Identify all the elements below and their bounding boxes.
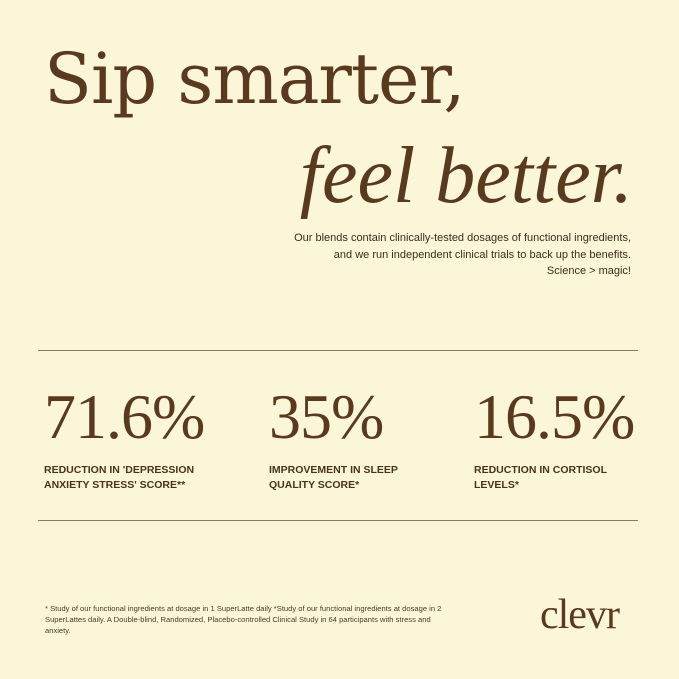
- intro-line: Science > magic!: [546, 265, 631, 277]
- stat-value: 71.6%: [44, 381, 205, 452]
- stat-sleep: 35% Improvement in sleep quality score*: [269, 385, 429, 493]
- headline-line-1: Sip smarter,: [44, 38, 465, 120]
- intro-line: and we run independent clinical trials t…: [333, 248, 631, 261]
- stat-value: 16.5%: [474, 381, 635, 452]
- stat-label: Improvement in sleep quality score*: [269, 464, 398, 491]
- footnote: * Study of our functional ingredients at…: [45, 604, 442, 635]
- divider-bottom: [38, 520, 638, 521]
- headline-line-2: feel better.: [299, 132, 633, 220]
- stat-label: Reduction in 'Depression Anxiety Stress'…: [44, 464, 195, 491]
- stat-label: Reduction in cortisol levels*: [474, 464, 607, 491]
- brand-logo: clevr: [540, 592, 620, 638]
- stat-dass: 71.6% Reduction in 'Depression Anxiety S…: [44, 385, 234, 493]
- stat-cortisol: 16.5% Reduction in cortisol levels*: [474, 381, 635, 493]
- divider-top: [38, 350, 638, 351]
- intro-line: Our blends contain clinically-tested dos…: [294, 232, 631, 244]
- intro-paragraph: Our blends contain clinically-tested dos…: [211, 230, 631, 280]
- stat-value: 35%: [269, 381, 384, 452]
